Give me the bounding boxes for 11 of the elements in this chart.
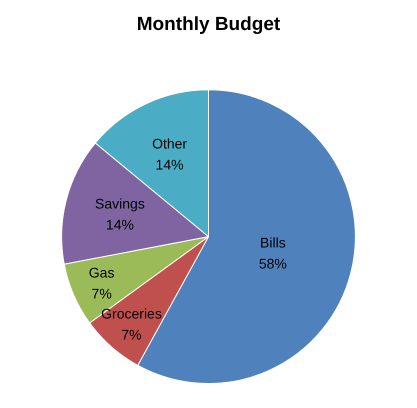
chart-title: Monthly Budget	[136, 14, 281, 35]
data-label: 14%	[156, 156, 184, 172]
data-label: 7%	[121, 326, 142, 342]
slice-label: Savings	[95, 195, 145, 212]
slice-label: Gas	[88, 264, 114, 280]
slice-label: Other	[152, 135, 188, 152]
slice-label: Groceries	[101, 305, 162, 322]
data-label: 7%	[92, 285, 112, 302]
data-label: 58%	[258, 256, 287, 272]
data-label: 14%	[106, 216, 134, 232]
slice-label: Bills	[260, 234, 286, 251]
